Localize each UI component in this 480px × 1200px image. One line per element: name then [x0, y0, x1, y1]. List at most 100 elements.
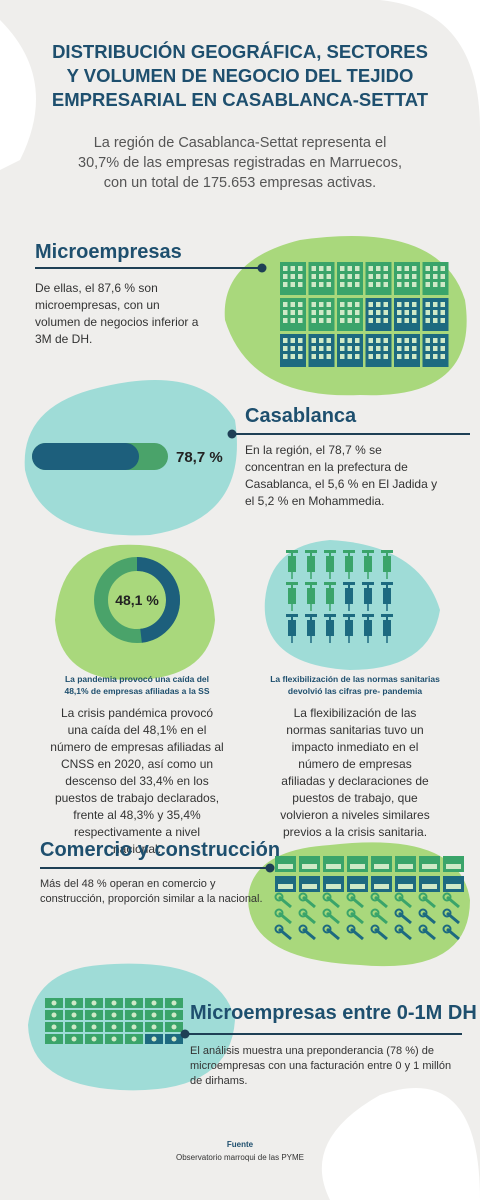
text-line: afiliadas y declaraciones de: [281, 774, 429, 788]
shop: [398, 884, 413, 889]
bill: [131, 1000, 137, 1006]
section-title: Casablanca: [245, 405, 357, 427]
window: [433, 266, 438, 271]
bill: [131, 1024, 137, 1030]
text-line: normas sanitarias tuvo un: [286, 723, 424, 737]
window: [440, 302, 445, 307]
source-text: Observatorio marroqui de las PYME: [175, 1153, 305, 1162]
window: [397, 346, 402, 351]
window: [404, 274, 409, 279]
window: [412, 302, 417, 307]
bill: [111, 1036, 117, 1042]
window: [355, 282, 360, 287]
window: [290, 338, 295, 343]
wrench: [346, 892, 356, 902]
window: [397, 338, 402, 343]
wrench: [278, 895, 292, 909]
window: [311, 282, 316, 287]
wrench: [278, 927, 292, 941]
window: [425, 266, 430, 271]
wrench: [274, 924, 284, 934]
wrench: [350, 895, 364, 909]
window: [440, 354, 445, 359]
window: [368, 266, 373, 271]
text-line: impacto inmediato en el: [291, 740, 419, 754]
window: [376, 354, 381, 359]
syringe: [288, 620, 296, 636]
wrench: [422, 911, 436, 925]
syringe: [288, 588, 296, 604]
window: [319, 274, 324, 279]
window: [298, 266, 303, 271]
donut-arc: [94, 557, 180, 643]
window: [319, 346, 324, 351]
donut-label: 48,1 %: [115, 592, 159, 608]
shop: [278, 884, 293, 889]
window: [440, 338, 445, 343]
window: [319, 310, 324, 315]
window: [311, 318, 316, 323]
bg-blob: [321, 1088, 480, 1200]
wrench: [446, 927, 460, 941]
window: [326, 354, 331, 359]
window: [340, 338, 345, 343]
text-line: puestos de trabajo declarados,: [54, 791, 220, 805]
bill: [51, 1024, 57, 1030]
wrench: [274, 892, 284, 902]
window: [340, 282, 345, 287]
window: [290, 274, 295, 279]
window: [397, 274, 402, 279]
text-line: La flexibilización de las: [293, 706, 417, 720]
window: [412, 310, 417, 315]
text-line: con un total de 175.653 empresas activas…: [103, 175, 377, 191]
window: [368, 302, 373, 307]
text-line: 48,1% de empresas afiliadas a la SS: [64, 686, 210, 696]
window: [412, 338, 417, 343]
window: [368, 354, 373, 359]
section-title: Microempresas: [35, 241, 182, 263]
window: [319, 354, 324, 359]
window: [298, 274, 303, 279]
window: [433, 310, 438, 315]
shop: [446, 884, 461, 889]
window: [412, 318, 417, 323]
bill: [91, 1012, 97, 1018]
bill: [151, 1000, 157, 1006]
wrench: [298, 892, 308, 902]
shop: [422, 884, 437, 889]
text-line: La pandemia provocó una caída del: [64, 674, 210, 684]
shop: [350, 884, 365, 889]
window: [397, 318, 402, 323]
syringe: [383, 556, 391, 572]
text-line: microempresas con una facturación entre …: [190, 1060, 452, 1072]
text-line: 30,7% de las empresas registradas en Mar…: [78, 155, 402, 171]
window: [383, 318, 388, 323]
section-text: La flexibilización de las normas sanitari…: [245, 705, 465, 841]
wrench: [374, 927, 388, 941]
text-line: Y VOLUMEN DE NEGOCIO DEL TEJIDO: [66, 65, 414, 86]
shop: [374, 864, 389, 869]
window: [340, 310, 345, 315]
window: [283, 318, 288, 323]
text-line: devolvió las cifras pre- pandemia: [287, 686, 423, 696]
window: [376, 282, 381, 287]
bill: [51, 1012, 57, 1018]
section-text: El análisis muestra una preponderancia (…: [190, 1044, 451, 1089]
text-line: volumen de negocios inferior a: [35, 315, 199, 329]
bill: [111, 1000, 117, 1006]
window: [433, 346, 438, 351]
text-line: número de empresas afiliadas al: [50, 740, 224, 754]
bar: [32, 443, 140, 470]
window: [376, 346, 381, 351]
syringe: [345, 588, 353, 604]
window: [298, 354, 303, 359]
window: [290, 310, 295, 315]
window: [347, 346, 352, 351]
window: [368, 346, 373, 351]
shop: [422, 864, 437, 869]
window: [412, 282, 417, 287]
shop: [446, 864, 461, 869]
window: [283, 346, 288, 351]
dot: [227, 429, 237, 439]
wrench: [326, 927, 340, 941]
